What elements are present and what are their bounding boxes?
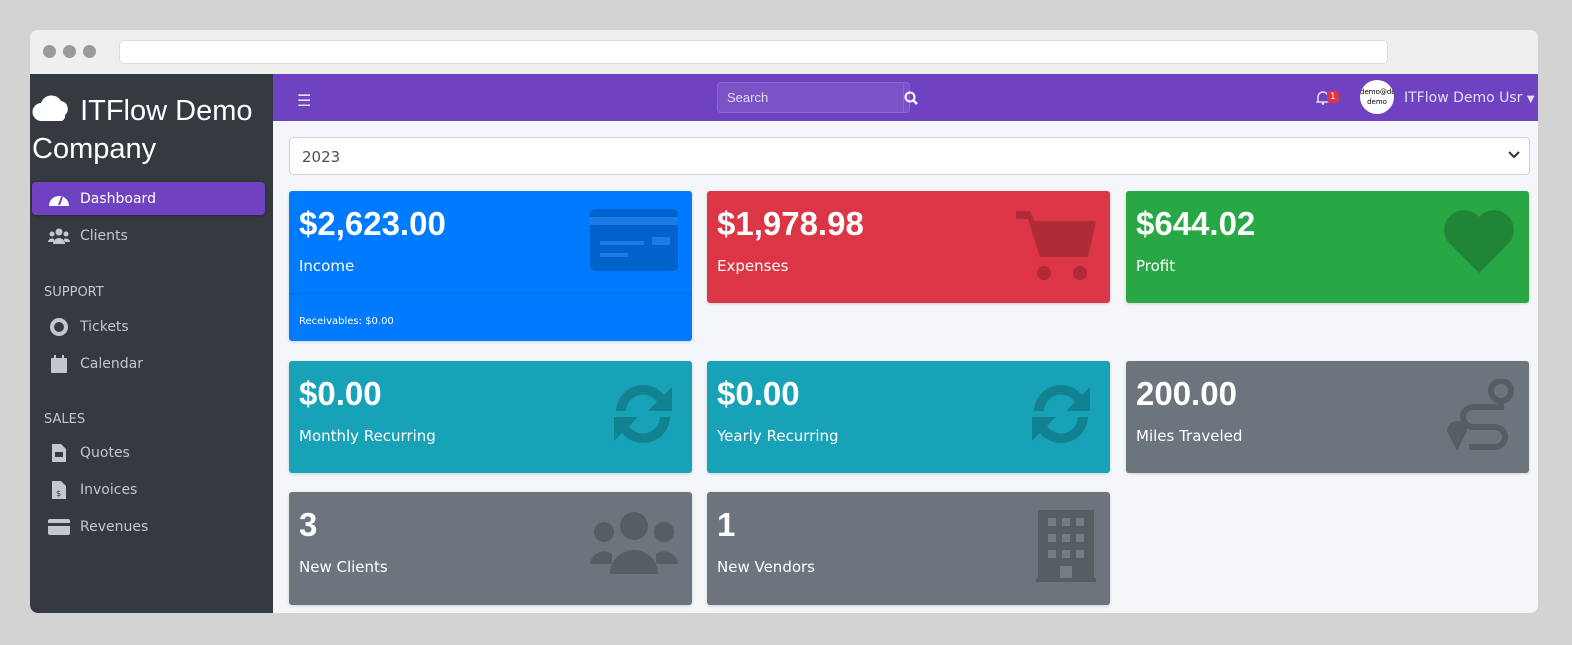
stat-card-yearly-recurring: $0.00 Yearly Recurring bbox=[707, 361, 1110, 473]
sidebar-item-quotes[interactable]: Quotes bbox=[32, 436, 265, 469]
sidebar-item-calendar[interactable]: Calendar bbox=[32, 347, 265, 380]
stat-label: New Clients bbox=[299, 558, 388, 576]
route-icon bbox=[1443, 378, 1515, 455]
life-ring-icon bbox=[48, 317, 70, 336]
svg-text:$: $ bbox=[56, 489, 61, 498]
sidebar-item-invoices[interactable]: $ Invoices bbox=[32, 473, 265, 506]
users-icon bbox=[590, 510, 678, 578]
browser-titlebar bbox=[30, 30, 1538, 74]
address-bar[interactable] bbox=[119, 40, 1388, 64]
shopping-cart-icon bbox=[1016, 209, 1096, 285]
sidebar-item-label: Dashboard bbox=[80, 190, 156, 207]
sidebar-item-tickets[interactable]: Tickets bbox=[32, 310, 265, 343]
sidebar-item-dashboard[interactable]: Dashboard bbox=[32, 182, 265, 215]
browser-window: ITFlow Demo Company Dashboard Clients SU… bbox=[30, 30, 1538, 613]
cloud-icon bbox=[32, 95, 68, 122]
calendar-icon bbox=[48, 354, 70, 373]
sync-icon bbox=[1026, 379, 1096, 453]
tachometer-icon bbox=[48, 190, 70, 208]
stat-card-expenses: $1,978.98 Expenses bbox=[707, 191, 1110, 303]
notification-badge: 1 bbox=[1327, 91, 1339, 103]
stat-label: Yearly Recurring bbox=[717, 427, 839, 445]
year-select-value: 2023 bbox=[302, 148, 341, 166]
search-icon bbox=[904, 91, 918, 105]
search-form bbox=[717, 82, 918, 113]
stat-label: Profit bbox=[1136, 257, 1176, 275]
invoice-icon: $ bbox=[48, 480, 70, 499]
stat-value: $0.00 bbox=[717, 375, 800, 412]
menu-toggle-icon[interactable]: ☰ bbox=[297, 91, 312, 110]
credit-card-icon bbox=[48, 518, 70, 536]
sidebar-header-sales: SALES bbox=[44, 412, 86, 427]
sync-icon bbox=[608, 379, 678, 453]
search-button[interactable] bbox=[903, 83, 918, 112]
sidebar-item-label: Clients bbox=[80, 227, 128, 244]
stat-label: Income bbox=[299, 257, 355, 275]
caret-down-icon: ▼ bbox=[1526, 94, 1535, 105]
sidebar-item-label: Calendar bbox=[80, 355, 143, 372]
stat-card-income: $2,623.00 Income Receivables: $0.00 bbox=[289, 191, 692, 341]
stat-card-miles-traveled: 200.00 Miles Traveled bbox=[1126, 361, 1529, 473]
stat-value: $2,623.00 bbox=[299, 205, 446, 242]
stat-value: $1,978.98 bbox=[717, 205, 864, 242]
stat-card-monthly-recurring: $0.00 Monthly Recurring bbox=[289, 361, 692, 473]
sidebar-item-label: Invoices bbox=[80, 481, 138, 498]
users-icon bbox=[48, 227, 70, 245]
stat-value: 1 bbox=[717, 506, 736, 543]
sidebar: ITFlow Demo Company Dashboard Clients SU… bbox=[30, 74, 273, 613]
stat-card-profit: $644.02 Profit bbox=[1126, 191, 1529, 303]
stat-label: Miles Traveled bbox=[1136, 427, 1243, 445]
stat-value: $0.00 bbox=[299, 375, 382, 412]
credit-card-icon bbox=[590, 209, 678, 275]
stat-label: Expenses bbox=[717, 257, 789, 275]
top-navbar: ☰ 1 demo@demo demo ITFlow Demo Usr ▼ bbox=[273, 74, 1538, 121]
window-maximize-dot[interactable] bbox=[83, 45, 96, 58]
file-icon bbox=[48, 443, 70, 462]
year-select[interactable]: 2023 bbox=[289, 137, 1530, 175]
avatar[interactable]: demo@demo demo bbox=[1360, 80, 1394, 114]
chevron-down-icon bbox=[1508, 151, 1520, 159]
stat-value: 200.00 bbox=[1136, 375, 1237, 412]
sidebar-item-label: Tickets bbox=[80, 318, 129, 335]
sidebar-header-support: SUPPORT bbox=[44, 285, 104, 300]
brand-link[interactable]: ITFlow Demo Company bbox=[32, 92, 272, 168]
stat-card-new-clients: 3 New Clients bbox=[289, 492, 692, 605]
sidebar-item-clients[interactable]: Clients bbox=[32, 219, 265, 252]
stat-value: 3 bbox=[299, 506, 318, 543]
stat-label: New Vendors bbox=[717, 558, 815, 576]
brand-name: ITFlow Demo Company bbox=[32, 95, 253, 165]
stat-footer: Receivables: $0.00 bbox=[289, 293, 692, 341]
window-close-dot[interactable] bbox=[43, 45, 56, 58]
stat-card-new-vendors: 1 New Vendors bbox=[707, 492, 1110, 605]
user-menu[interactable]: ITFlow Demo Usr ▼ bbox=[1404, 90, 1535, 106]
sidebar-item-label: Revenues bbox=[80, 518, 149, 535]
sidebar-item-revenues[interactable]: Revenues bbox=[32, 510, 265, 543]
building-icon bbox=[1036, 510, 1096, 586]
sidebar-item-label: Quotes bbox=[80, 444, 130, 461]
search-input[interactable] bbox=[718, 83, 903, 112]
window-minimize-dot[interactable] bbox=[63, 45, 76, 58]
stat-value: $644.02 bbox=[1136, 205, 1256, 242]
heart-icon bbox=[1443, 209, 1515, 277]
stat-label: Monthly Recurring bbox=[299, 427, 436, 445]
user-name: ITFlow Demo Usr bbox=[1404, 90, 1523, 106]
